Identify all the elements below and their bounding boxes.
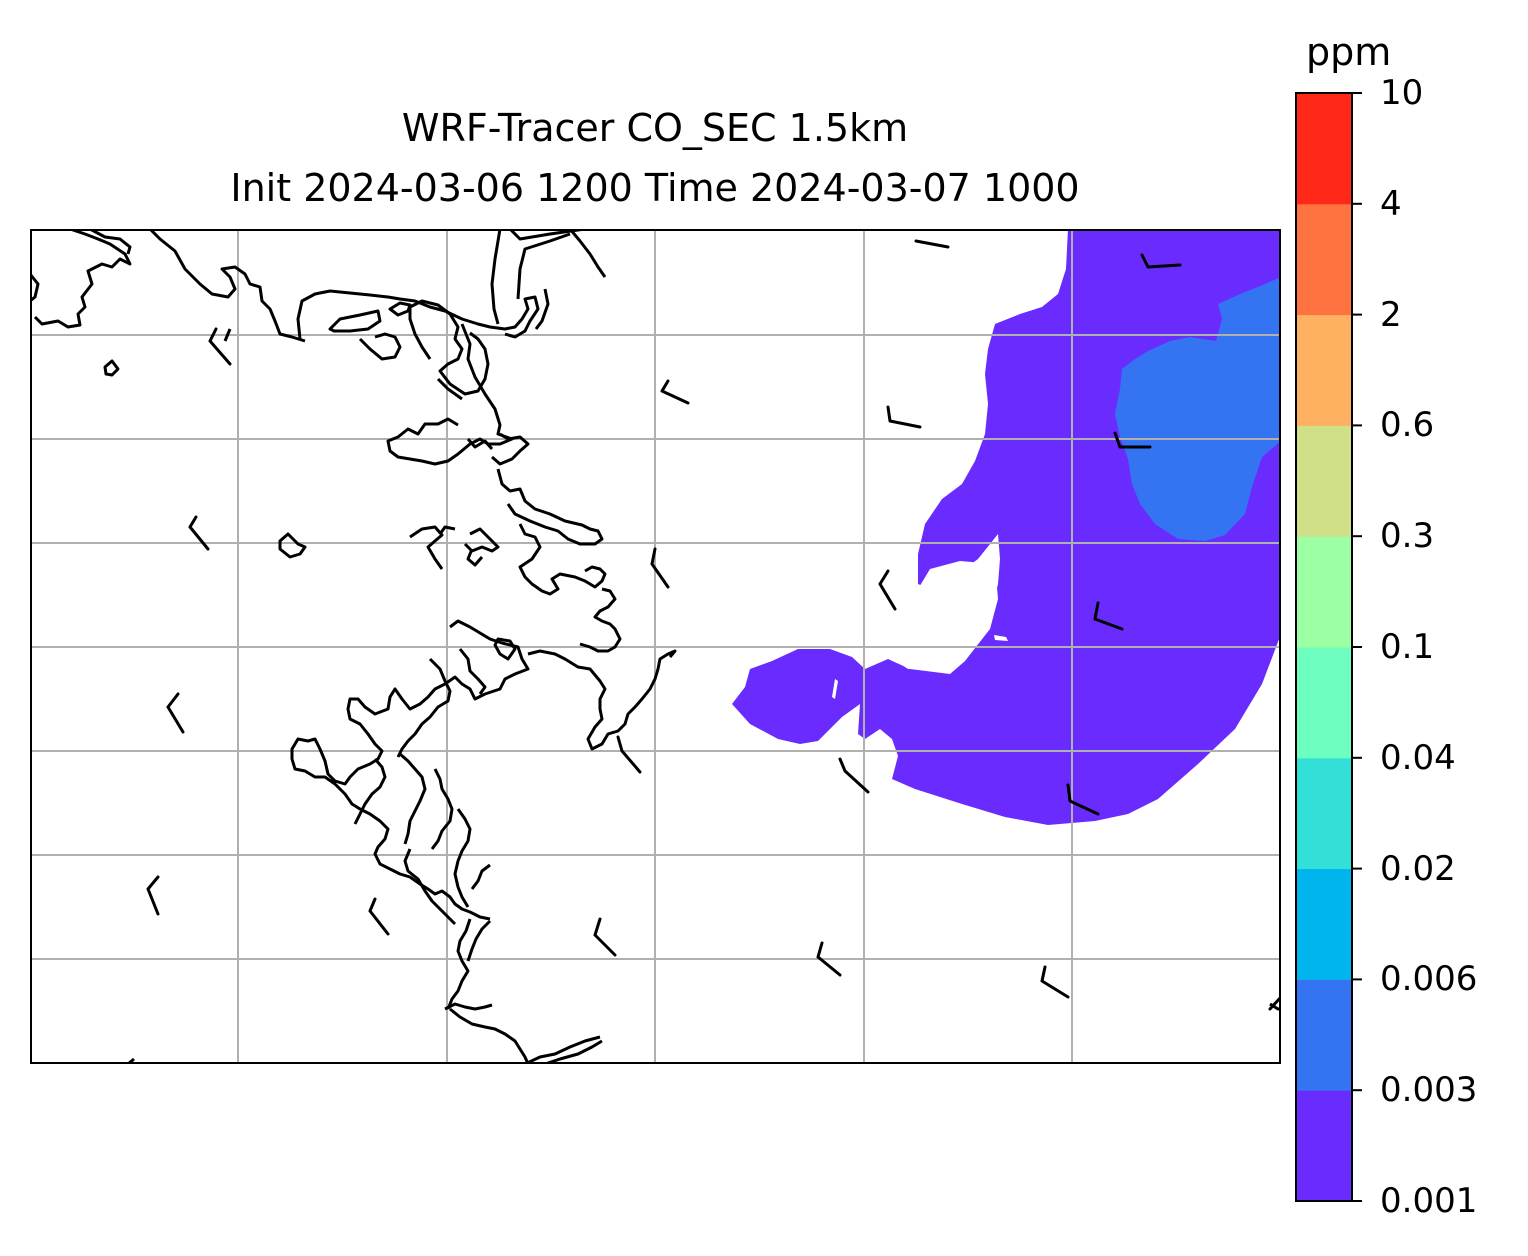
colorbar [1295,92,1362,1202]
colorbar-segment [1296,868,1352,980]
colorbar-segment [1296,757,1352,870]
tracer-gap [832,679,838,699]
colorbar-unit: ppm [1306,30,1392,74]
colorbar-tick-label: 0.02 [1380,848,1456,889]
colorbar-tick-label: 0.006 [1380,959,1478,1000]
colorbar-segment [1296,425,1352,537]
map-subtitle: Init 2024-03-06 1200 Time 2024-03-07 100… [230,166,1080,210]
map-frame [30,229,1281,1064]
colorbar-tick-label: 0.003 [1380,1070,1478,1111]
colorbar-tick-label: 10 [1380,73,1424,113]
colorbar-segment [1296,647,1352,759]
colorbar-segment [1296,979,1352,1091]
colorbar-tick-label: 0.04 [1380,737,1456,778]
colorbar-tick-label: 0.001 [1380,1181,1478,1221]
colorbar-segment [1296,314,1352,426]
tracer-gap [890,561,998,669]
wind-barbs [146,239,1281,1011]
coastlines [30,229,1281,1064]
colorbar-segment [1296,93,1352,205]
colorbar-segment [1296,536,1352,648]
colorbar-tick-label: 0.6 [1380,405,1435,446]
map-title: WRF-Tracer CO_SEC 1.5km [401,106,909,150]
colorbar-tick-label: 2 [1380,294,1402,335]
tracer-gap [994,635,1008,641]
colorbar-tick-label: 0.1 [1380,627,1435,667]
colorbar-tick-label: 0.3 [1380,516,1435,557]
tracer-region-mid [1115,277,1281,541]
colorbar-segment [1296,1090,1352,1202]
gridlines [30,229,1281,1064]
colorbar-segment [1296,203,1352,316]
colorbar-tick-label: 4 [1380,183,1402,224]
map-plot [30,229,1281,1064]
